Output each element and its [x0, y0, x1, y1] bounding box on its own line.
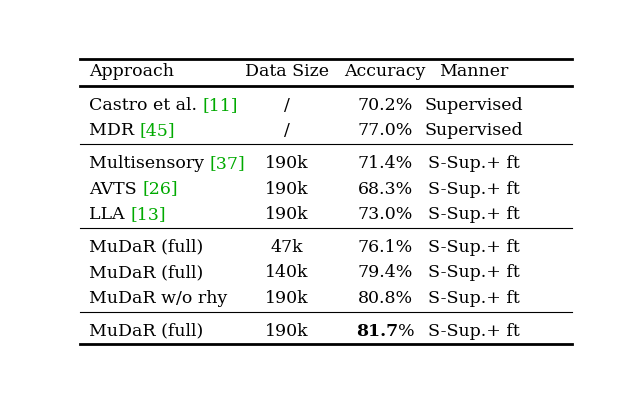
Text: S-Sup.+ ft: S-Sup.+ ft — [428, 180, 520, 197]
Text: 190k: 190k — [265, 180, 308, 197]
Text: 47k: 47k — [270, 238, 303, 255]
Text: 77.0%: 77.0% — [357, 122, 413, 139]
Text: 73.0%: 73.0% — [357, 206, 413, 223]
Text: [13]: [13] — [130, 206, 166, 223]
Text: MuDaR w/o rhy: MuDaR w/o rhy — [89, 289, 228, 306]
Text: Castro et al.: Castro et al. — [89, 96, 203, 113]
Text: S-Sup.+ ft: S-Sup.+ ft — [428, 206, 520, 223]
Text: MuDaR (full): MuDaR (full) — [89, 322, 204, 339]
Text: LLA: LLA — [89, 206, 130, 223]
Text: MDR: MDR — [89, 122, 140, 139]
Text: 80.8%: 80.8% — [357, 289, 413, 306]
Text: Multisensory: Multisensory — [89, 155, 210, 172]
Text: AVTS: AVTS — [89, 180, 142, 197]
Text: 68.3%: 68.3% — [357, 180, 413, 197]
Text: Data Size: Data Size — [244, 63, 329, 80]
Text: S-Sup.+ ft: S-Sup.+ ft — [428, 238, 520, 255]
Text: %: % — [398, 322, 415, 339]
Text: 81.7: 81.7 — [356, 322, 398, 339]
Text: Accuracy: Accuracy — [344, 63, 426, 80]
Text: S-Sup.+ ft: S-Sup.+ ft — [428, 322, 520, 339]
Text: 190k: 190k — [265, 206, 308, 223]
Text: S-Sup.+ ft: S-Sup.+ ft — [428, 289, 520, 306]
Text: Approach: Approach — [89, 63, 174, 80]
Text: Supervised: Supervised — [424, 96, 523, 113]
Text: [11]: [11] — [203, 96, 238, 113]
Text: [26]: [26] — [142, 180, 178, 197]
Text: /: / — [284, 96, 289, 113]
Text: [37]: [37] — [210, 155, 245, 172]
Text: 190k: 190k — [265, 155, 308, 172]
Text: S-Sup.+ ft: S-Sup.+ ft — [428, 155, 520, 172]
Text: MuDaR (full): MuDaR (full) — [89, 238, 204, 255]
Text: 190k: 190k — [265, 322, 308, 339]
Text: MuDaR (full): MuDaR (full) — [89, 264, 204, 281]
Text: Supervised: Supervised — [424, 122, 523, 139]
Text: 190k: 190k — [265, 289, 308, 306]
Text: /: / — [284, 122, 289, 139]
Text: Manner: Manner — [439, 63, 509, 80]
Text: 76.1%: 76.1% — [357, 238, 413, 255]
Text: 71.4%: 71.4% — [357, 155, 413, 172]
Text: [45]: [45] — [140, 122, 176, 139]
Text: 140k: 140k — [265, 264, 308, 281]
Text: S-Sup.+ ft: S-Sup.+ ft — [428, 264, 520, 281]
Text: 70.2%: 70.2% — [357, 96, 413, 113]
Text: 79.4%: 79.4% — [357, 264, 413, 281]
